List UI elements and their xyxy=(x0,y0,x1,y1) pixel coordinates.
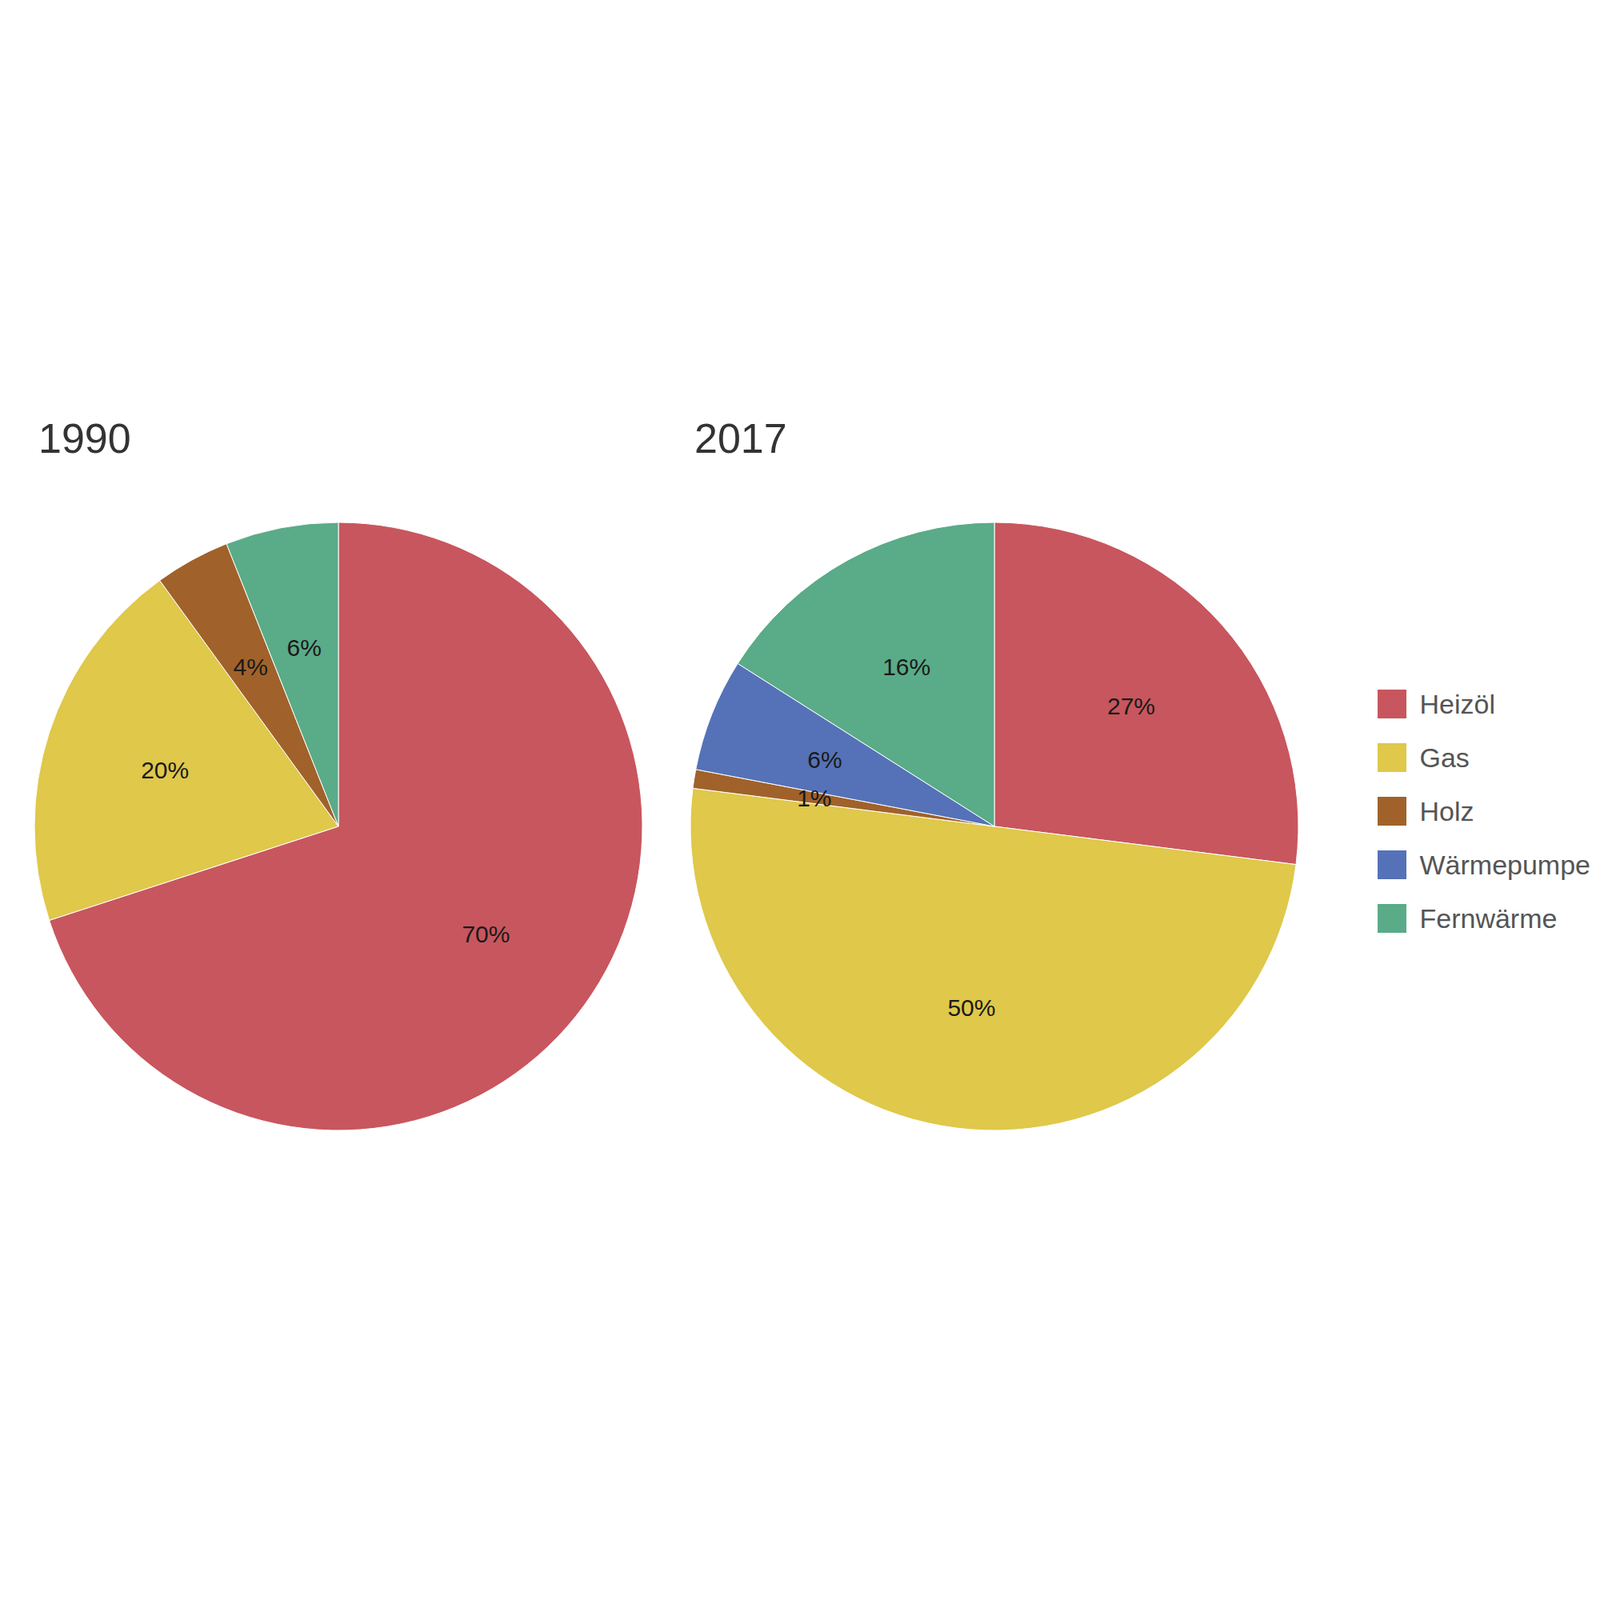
svg-text:50%: 50% xyxy=(947,994,996,1021)
svg-text:70%: 70% xyxy=(461,920,510,948)
svg-text:1%: 1% xyxy=(796,784,832,812)
svg-text:16%: 16% xyxy=(882,653,931,680)
html-text:Heizöl: Heizöl xyxy=(1419,688,1496,719)
svg-text:4%: 4% xyxy=(232,653,268,680)
html-text:Fernwärme: Fernwärme xyxy=(1419,902,1558,934)
html-text:Wärmepumpe: Wärmepumpe xyxy=(1419,849,1591,880)
svg-text:20%: 20% xyxy=(140,756,189,784)
svg-text:6%: 6% xyxy=(287,634,322,661)
svg-text:6%: 6% xyxy=(807,746,842,773)
html-text:1990: 1990 xyxy=(38,415,131,462)
html-text:Holz: Holz xyxy=(1419,795,1474,826)
html-text:Gas: Gas xyxy=(1419,742,1470,773)
svg-text:27%: 27% xyxy=(1107,692,1156,720)
html-text:2017: 2017 xyxy=(694,415,787,462)
